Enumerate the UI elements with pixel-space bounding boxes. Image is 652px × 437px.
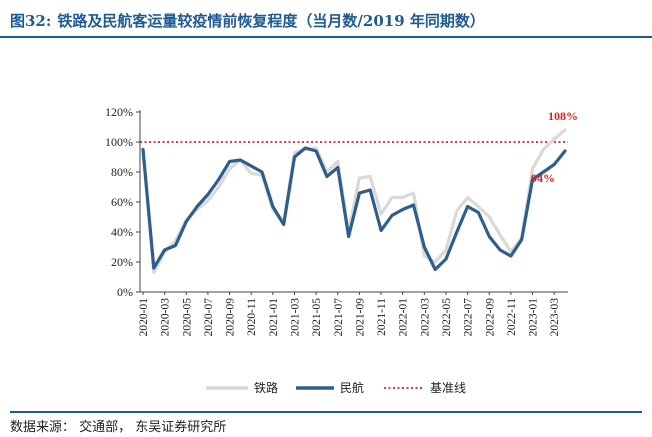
y-tick-label: 0% (117, 285, 133, 299)
y-tick-label: 40% (111, 225, 133, 239)
data-source: 数据来源： 交通部， 东吴证券研究所 (10, 411, 642, 435)
annotation-label-air: 94% (531, 171, 555, 185)
legend-label-baseline: 基准线 (430, 381, 466, 395)
y-tick-label: 100% (105, 135, 133, 149)
legend-label-rail: 铁路 (254, 380, 278, 395)
x-tick-label: 2020-07 (203, 298, 215, 337)
legend-label-air: 民航 (340, 380, 364, 395)
x-tick-label: 2020-05 (181, 298, 193, 337)
figure-title: 图32: 铁路及民航客运量较疫情前恢复程度（当月数/2019 年同期数） (0, 0, 652, 38)
annotation-label-rail: 108% (548, 109, 578, 123)
series-line-air (141, 146, 567, 272)
x-tick-label: 2022-01 (398, 298, 410, 337)
x-tick-label: 2020-03 (160, 298, 172, 337)
x-tick-label: 2022-03 (419, 298, 431, 337)
x-tick-label: 2022-05 (441, 298, 453, 337)
x-tick-label: 2022-09 (484, 298, 496, 337)
figure-title-text: 铁路及民航客运量较疫情前恢复程度（当月数/2019 年同期数） (57, 12, 485, 30)
x-tick-label: 2020-01 (138, 298, 150, 337)
x-tick-label: 2023-01 (528, 298, 540, 337)
line-chart: 0% 20% 40% 60% 80% 100% 120% 2020-01 2020-03 2020… (105, 105, 578, 395)
x-tick-label: 2020-09 (225, 298, 237, 337)
y-tick-label: 120% (105, 105, 133, 119)
x-tick-label: 2021-11 (376, 298, 388, 336)
x-tick-label: 2021-07 (333, 298, 345, 337)
x-tick-label: 2022-07 (463, 298, 475, 337)
x-tick-label: 2021-03 (289, 298, 301, 337)
y-tick-label: 20% (111, 255, 133, 269)
x-tick-label: 2021-05 (311, 298, 323, 337)
y-tick-label: 60% (111, 195, 133, 209)
figure-number: 图32: (10, 12, 52, 30)
x-tick-label: 2021-09 (354, 298, 366, 337)
x-tick-label: 2023-03 (549, 298, 561, 337)
x-tick-label: 2020-11 (246, 298, 258, 336)
chart-area: 0% 20% 40% 60% 80% 100% 120% 2020-01 2020-03 2020… (0, 40, 652, 407)
series-line-rail (141, 128, 567, 275)
x-tick-label: 2022-11 (506, 298, 518, 336)
y-tick-label: 80% (111, 165, 133, 179)
x-tick-label: 2021-01 (268, 298, 280, 337)
